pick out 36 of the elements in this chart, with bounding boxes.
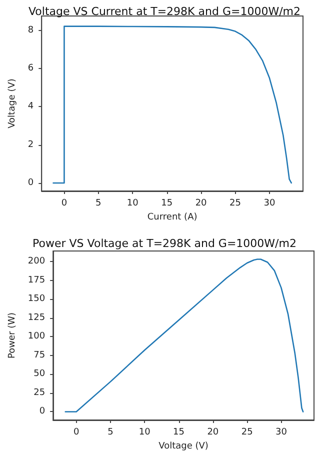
y-tick-label: 125	[28, 312, 46, 323]
y-axis-title: Power (W)	[8, 312, 18, 358]
x-tick-label: 10	[138, 428, 151, 438]
x-tick-label: 5	[108, 428, 114, 438]
x-tick-label: 30	[275, 428, 288, 438]
chart-title: Voltage VS Current at T=298K and G=1000W/m2	[28, 5, 300, 18]
x-tick-label: 30	[264, 198, 276, 208]
x-tick-label: 20	[207, 428, 219, 438]
line-series	[64, 258, 304, 412]
y-tick-label: 6	[28, 63, 34, 74]
y-tick-label: 25	[34, 388, 46, 398]
x-tick-label: 10	[126, 198, 139, 208]
x-tick-label: 0	[73, 428, 80, 438]
y-tick-label: 175	[28, 275, 46, 286]
y-tick-label: 75	[34, 350, 46, 360]
y-tick-label: 50	[34, 369, 46, 380]
y-axis-title: Voltage (V)	[8, 78, 18, 128]
x-tick-label: 20	[195, 198, 208, 208]
x-tick-label: 25	[241, 428, 253, 438]
x-tick-label: 25	[230, 198, 241, 208]
y-tick-label: 100	[28, 332, 46, 342]
x-tick-label: 5	[96, 198, 102, 208]
x-axis-title: Current (A)	[147, 212, 198, 222]
line-series	[52, 26, 292, 184]
y-tick-label: 8	[28, 25, 34, 36]
x-tick-label: 15	[161, 198, 173, 208]
y-tick-label: 2	[28, 140, 34, 150]
y-tick-label: 200	[28, 256, 46, 267]
x-axis-title: Voltage (V)	[158, 442, 208, 452]
y-tick-label: 0	[39, 406, 46, 417]
x-tick-label: 15	[173, 428, 184, 438]
x-tick-label: 0	[61, 198, 68, 208]
y-tick-label: 150	[28, 294, 46, 304]
chart-title: Power VS Voltage at T=298K and G=1000W/m2	[32, 237, 296, 250]
y-tick-label: 0	[28, 178, 34, 188]
y-tick-label: 4	[28, 102, 34, 112]
